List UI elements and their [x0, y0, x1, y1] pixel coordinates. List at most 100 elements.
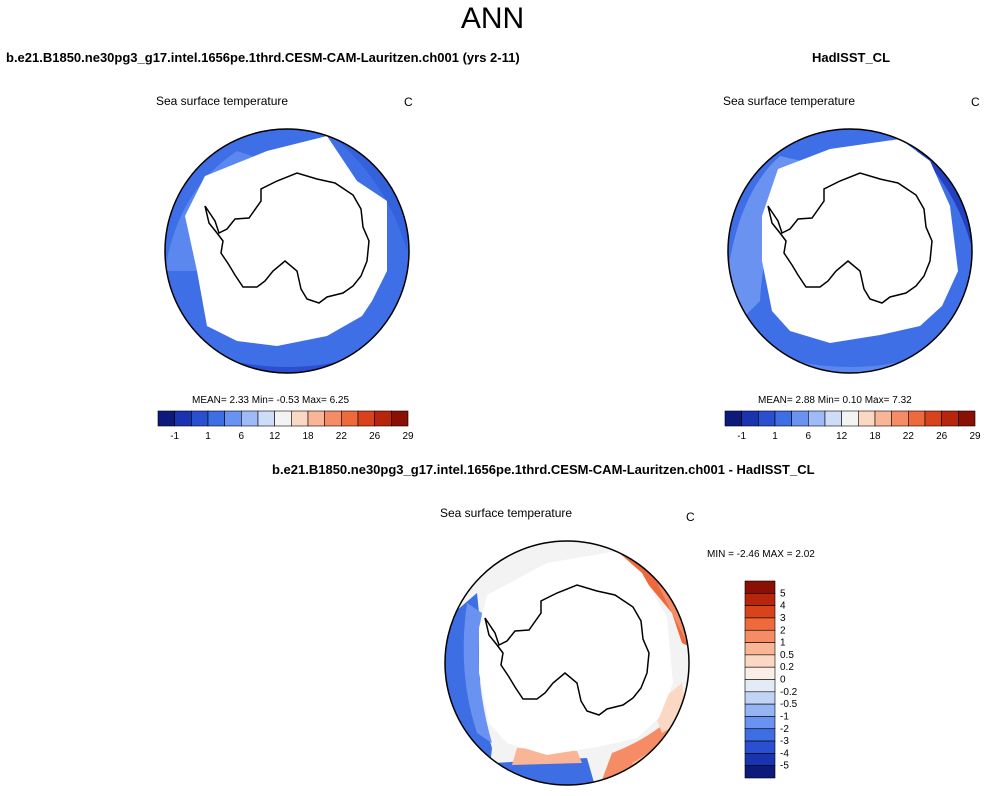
colorbar-swatch	[744, 617, 776, 631]
colorbar-swatch	[274, 410, 292, 427]
colorbar-tick-label: 6	[806, 431, 812, 442]
panel-2-title: HadISST_CL	[812, 50, 891, 65]
colorbar-swatch	[744, 629, 776, 643]
colorbar-swatch	[808, 410, 826, 427]
colorbar-tick-label: -0.2	[780, 687, 798, 698]
panel-1-title: b.e21.B1850.ne30pg3_g17.intel.1656pe.1th…	[6, 50, 520, 65]
colorbar-swatch	[341, 410, 359, 427]
colorbar-swatch	[374, 410, 392, 427]
panel-3-field-label: Sea surface temperature	[440, 506, 573, 520]
colorbar-tick-label: 6	[239, 431, 245, 442]
colorbar-swatch	[744, 703, 776, 717]
page-title: ANN	[460, 2, 525, 35]
panel-1-map	[164, 128, 410, 374]
colorbar-swatch	[257, 410, 275, 427]
panel-1-ice-region	[185, 136, 387, 346]
colorbar-tick-label: 22	[336, 431, 348, 442]
panel-2-ice-region	[762, 139, 958, 343]
colorbar-swatch	[744, 642, 776, 656]
panel-1-colorbar: -1 1 6 12 18 22 26 29	[157, 410, 414, 442]
colorbar-tick-label: 4	[780, 601, 786, 612]
panel-2-units-label: C	[971, 95, 980, 109]
colorbar-swatch	[724, 410, 742, 427]
colorbar-swatch	[744, 679, 776, 693]
colorbar-swatch	[858, 410, 876, 427]
colorbar-swatch	[791, 410, 809, 427]
colorbar-swatch	[908, 410, 926, 427]
colorbar-swatch	[157, 410, 175, 427]
colorbar-tick-label: -0.5	[780, 699, 798, 710]
colorbar-swatch	[744, 666, 776, 680]
colorbar-tick-label: 18	[302, 431, 314, 442]
panel-3-title: b.e21.B1850.ne30pg3_g17.intel.1656pe.1th…	[272, 462, 815, 477]
colorbar-swatch	[744, 753, 776, 766]
panel-3-antarctica-outline	[484, 584, 650, 716]
colorbar-tick-label: 5	[780, 588, 786, 599]
colorbar-swatch	[744, 728, 776, 742]
colorbar-tick-label: 12	[836, 431, 848, 442]
colorbar-swatch	[224, 410, 242, 427]
colorbar-tick-label: 1	[205, 431, 211, 442]
colorbar-tick-label: 0.5	[780, 650, 794, 661]
panel-1-units-label: C	[404, 95, 413, 109]
colorbar-swatch	[958, 410, 976, 427]
panel-3-stats: MIN = -2.46 MAX = 2.02	[707, 549, 815, 560]
panel-3-colorbar: 5 432 10.50.2 0-0.2-0.5-1 -2-3-4 -5	[744, 580, 798, 779]
colorbar-tick-label: 1	[780, 638, 786, 649]
panel-1-stats: MEAN= 2.33 Min= -0.53 Max= 6.25	[192, 395, 350, 406]
panel-1-field-label: Sea surface temperature	[156, 94, 289, 108]
colorbar-swatch	[324, 410, 342, 427]
colorbar-swatch	[824, 410, 842, 427]
colorbar-swatch	[774, 410, 792, 427]
colorbar-swatch	[744, 580, 776, 594]
colorbar-tick-label: -1	[170, 431, 179, 442]
colorbar-swatch	[758, 410, 776, 427]
colorbar-tick-label: -1	[737, 431, 746, 442]
colorbar-swatch	[207, 410, 225, 427]
colorbar-tick-label: 18	[869, 431, 881, 442]
colorbar-swatch	[391, 410, 409, 427]
colorbar-tick-label: 0.2	[780, 662, 794, 673]
colorbar-swatch	[307, 410, 325, 427]
colorbar-tick-label: 26	[369, 431, 381, 442]
colorbar-swatch	[357, 410, 375, 427]
colorbar-swatch	[741, 410, 759, 427]
colorbar-tick-label: 0	[780, 675, 786, 686]
colorbar-tick-label: -4	[780, 748, 789, 759]
colorbar-tick-label: -1	[780, 711, 789, 722]
colorbar-swatch	[891, 410, 909, 427]
colorbar-swatch	[744, 691, 776, 705]
colorbar-swatch	[874, 410, 892, 427]
colorbar-tick-label: 3	[780, 613, 786, 624]
panel-2-stats: MEAN= 2.88 Min= 0.10 Max= 7.32	[758, 395, 912, 406]
panel-3-map	[444, 540, 690, 786]
colorbar-tick-label: 22	[903, 431, 915, 442]
colorbar-swatch	[291, 410, 309, 427]
colorbar-tick-label: 2	[780, 625, 786, 636]
colorbar-swatch	[744, 654, 776, 668]
colorbar-tick-label: -5	[780, 761, 789, 772]
colorbar-tick-label: 26	[936, 431, 948, 442]
colorbar-swatch	[744, 716, 776, 730]
colorbar-tick-label: 1	[772, 431, 778, 442]
colorbar-tick-label: 12	[269, 431, 281, 442]
colorbar-swatch	[174, 410, 192, 427]
panel-2-colorbar: -1 1 6 12 18 22 26 29	[724, 410, 981, 442]
colorbar-swatch	[841, 410, 859, 427]
colorbar-swatch	[744, 740, 776, 754]
colorbar-swatch	[241, 410, 259, 427]
colorbar-tick-label: 29	[969, 431, 981, 442]
colorbar-tick-label: -2	[780, 724, 789, 735]
panel-2-map	[727, 128, 973, 374]
panel-1-antarctica-outline	[204, 172, 370, 304]
colorbar-swatch	[924, 410, 942, 427]
colorbar-tick-label: 29	[402, 431, 414, 442]
colorbar-swatch	[941, 410, 959, 427]
panel-2-antarctica-outline	[767, 172, 933, 304]
colorbar-swatch	[744, 765, 776, 779]
panel-3-units-label: C	[686, 510, 695, 524]
colorbar-swatch	[744, 593, 776, 606]
colorbar-swatch	[744, 605, 776, 619]
colorbar-swatch	[191, 410, 209, 427]
colorbar-tick-label: -3	[780, 736, 789, 747]
